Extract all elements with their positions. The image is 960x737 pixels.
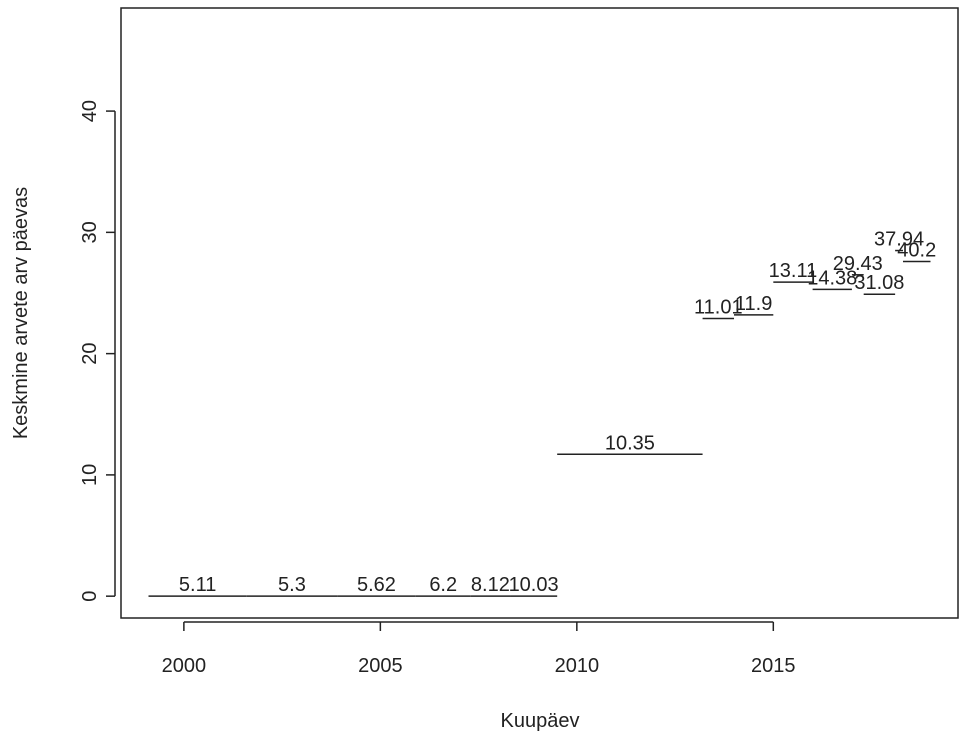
segment-label: 5.11 (179, 574, 216, 596)
x-axis: 2000 2005 2010 2015 (162, 621, 796, 677)
segment-label: 5.3 (278, 574, 306, 596)
segment-label: 11.9 (735, 293, 772, 315)
y-axis: 0 10 20 30 40 (79, 100, 116, 602)
x-axis-label: Kuupäev (501, 710, 580, 732)
segment-label: 40.2 (897, 239, 936, 261)
segment-label: 37.94 (874, 229, 924, 251)
y-tick-label: 0 (79, 591, 101, 602)
segment-label: 10.03 (509, 574, 559, 596)
x-tick-label: 2015 (751, 655, 796, 677)
y-axis-label: Keskmine arvete arv päevas (10, 187, 32, 439)
x-tick-label: 2010 (555, 655, 600, 677)
segment-label: 31.08 (854, 272, 904, 294)
segment-label: 29.43 (833, 253, 883, 275)
segment-label: 11.01 (694, 296, 743, 318)
plot-frame (120, 7, 959, 619)
x-tick-label: 2005 (358, 655, 403, 677)
y-tick-label: 30 (79, 221, 101, 243)
segment-label: 13.11 (769, 260, 818, 282)
segment-label: 8.12 (471, 574, 510, 596)
segment-label: 6.2 (429, 574, 457, 596)
segment-label: 5.62 (357, 574, 396, 596)
segment-label: 14.38 (807, 267, 857, 289)
y-tick-label: 40 (79, 100, 101, 122)
segment-label: 10.35 (605, 432, 655, 454)
y-tick-label: 10 (79, 464, 101, 486)
x-tick-label: 2000 (162, 655, 207, 677)
y-tick-label: 20 (79, 343, 101, 365)
